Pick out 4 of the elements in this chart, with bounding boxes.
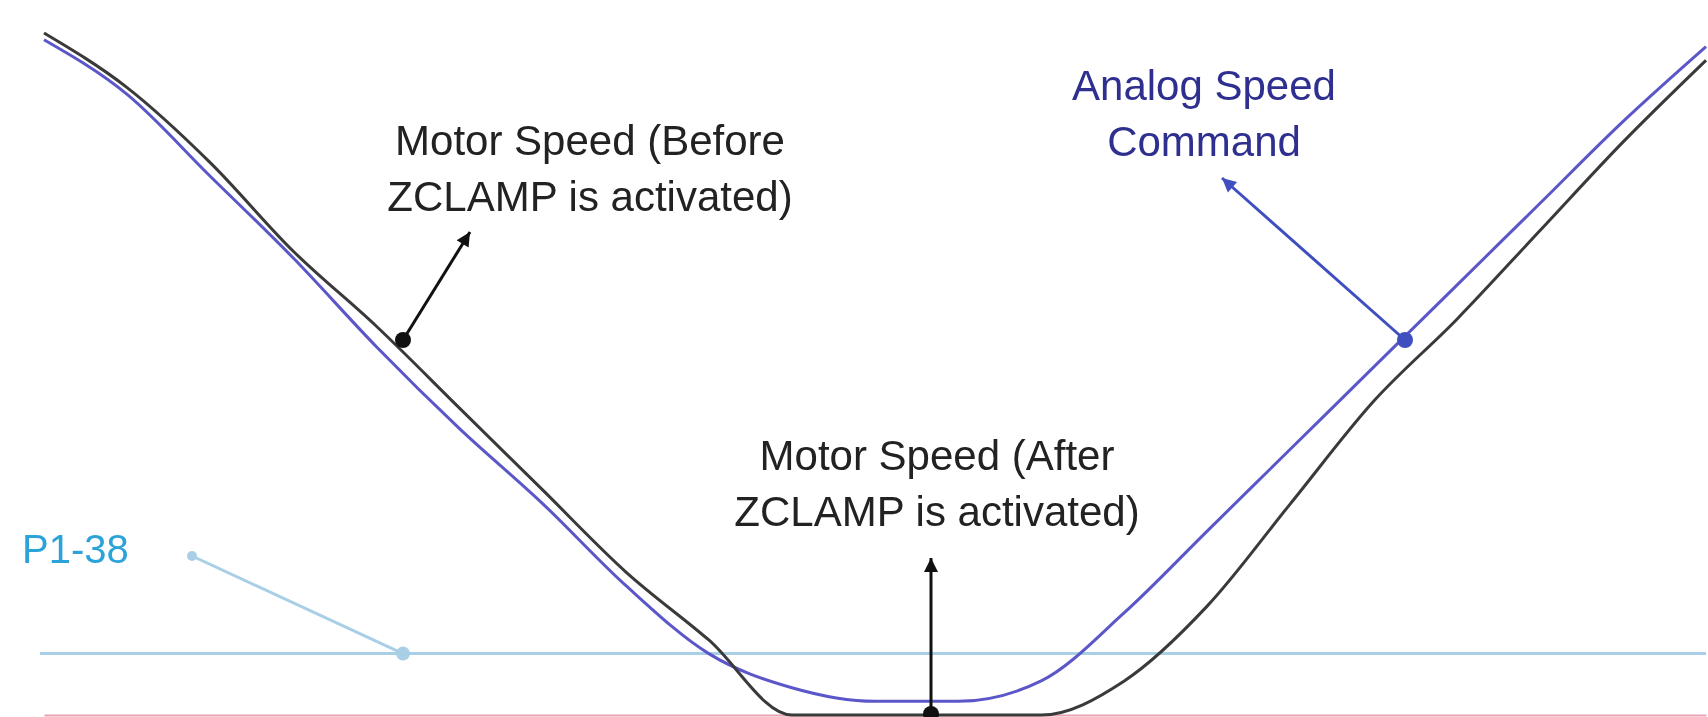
legend-label: P1-38 (22, 527, 129, 571)
annotation: Analog Speed Command (1072, 62, 1336, 165)
annotation: Motor Speed (After ZCLAMP is activated) (734, 432, 1140, 535)
annotation: Motor Speed (Before ZCLAMP is activated) (387, 117, 793, 220)
